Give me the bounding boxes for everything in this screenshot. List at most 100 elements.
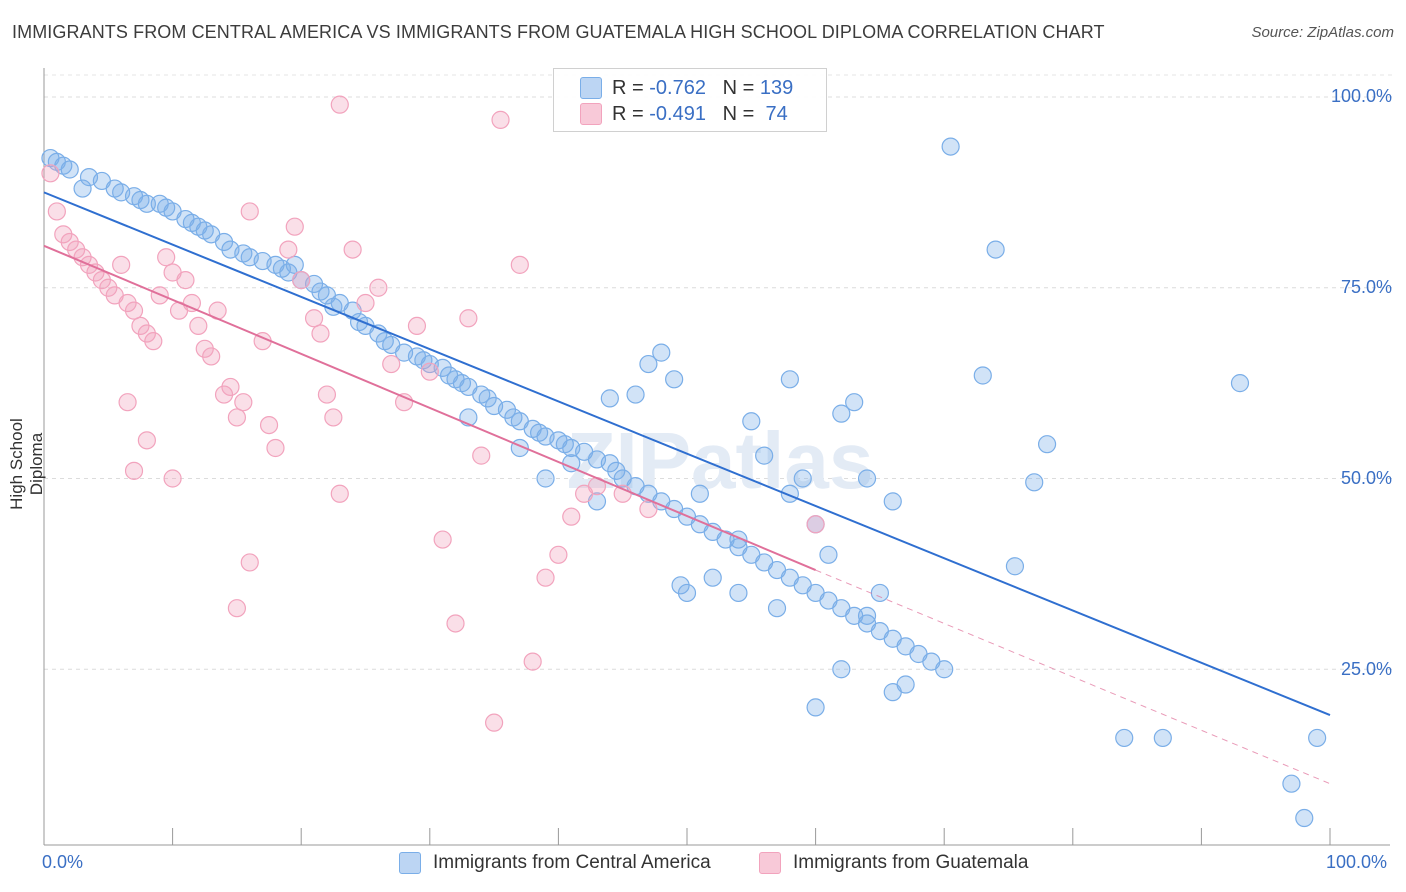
- x-tick-label-min: 0.0%: [42, 852, 84, 872]
- point-guatemala-1: [47, 202, 66, 221]
- point-guatemala-38: [304, 309, 324, 328]
- y-tick-label-25: 25.0%: [1340, 659, 1392, 679]
- point-guatemala-66: [240, 553, 259, 572]
- point-guatemala-36: [285, 217, 304, 236]
- point-central-america-125: [832, 660, 851, 679]
- point-guatemala-45: [369, 278, 388, 297]
- point-guatemala-13: [124, 301, 144, 320]
- point-central-america-132: [870, 583, 890, 603]
- point-central-america-104: [1037, 435, 1057, 454]
- point-guatemala-39: [311, 324, 330, 343]
- legend-text: R = -0.491 N = 74: [612, 102, 788, 125]
- point-guatemala-30: [234, 393, 253, 412]
- point-central-america-93: [639, 354, 658, 374]
- point-guatemala-59: [549, 545, 568, 564]
- point-guatemala-29: [227, 408, 246, 427]
- bottom-legend-swatch-pink: [759, 852, 781, 874]
- bottom-legend-label: Immigrants from Central America: [433, 852, 711, 873]
- point-guatemala-69: [137, 431, 156, 450]
- point-guatemala-15: [137, 324, 156, 343]
- point-guatemala-8: [92, 271, 111, 290]
- point-guatemala-46: [382, 354, 401, 374]
- point-guatemala-35: [279, 240, 298, 259]
- bottom-legend-swatch-blue: [399, 852, 421, 874]
- point-central-america-110: [1282, 774, 1301, 793]
- point-central-america-65: [607, 461, 626, 480]
- point-central-america-100: [845, 393, 864, 412]
- legend-swatch-pink: [580, 103, 602, 125]
- legend-text: R = -0.762 N = 139: [612, 76, 794, 99]
- point-central-america-101: [941, 137, 960, 156]
- point-guatemala-16: [144, 332, 163, 351]
- point-central-america-3: [60, 160, 79, 179]
- point-central-america-111: [1153, 728, 1172, 748]
- point-guatemala-5: [73, 248, 92, 267]
- y-tick-label-50: 50.0%: [1340, 468, 1392, 488]
- point-central-america-112: [1115, 728, 1134, 748]
- point-central-america-105: [1025, 473, 1044, 492]
- point-central-america-99: [832, 404, 851, 423]
- point-guatemala-65: [806, 515, 825, 534]
- point-guatemala-4: [67, 240, 86, 259]
- point-guatemala-12: [118, 293, 137, 313]
- trendline-extension-guatemala: [815, 569, 1331, 785]
- point-guatemala-41: [324, 408, 343, 427]
- point-guatemala-51: [446, 614, 465, 633]
- point-central-america-130: [690, 484, 709, 503]
- point-central-america-117: [857, 469, 877, 488]
- point-central-america-124: [806, 698, 825, 717]
- point-guatemala-42: [330, 484, 349, 503]
- point-guatemala-53: [472, 446, 491, 465]
- x-tick-label-max: 100.0%: [1326, 852, 1388, 872]
- point-guatemala-72: [330, 95, 349, 114]
- point-guatemala-49: [420, 362, 439, 381]
- bottom-legend-central-america: Immigrants from Central America: [399, 852, 711, 874]
- point-guatemala-14: [131, 316, 150, 335]
- point-guatemala-11: [112, 255, 131, 274]
- point-guatemala-60: [562, 507, 581, 526]
- point-central-america-98: [780, 370, 799, 389]
- point-guatemala-31: [240, 202, 259, 221]
- point-guatemala-24: [195, 339, 214, 358]
- point-central-america-114: [755, 446, 774, 465]
- point-central-america-11: [137, 194, 156, 213]
- legend-swatch-blue: [580, 77, 602, 99]
- point-guatemala-23: [189, 316, 208, 335]
- point-central-america-122: [677, 583, 697, 603]
- y-axis-label: High School Diploma: [7, 418, 46, 510]
- point-central-america-123: [767, 599, 787, 618]
- point-guatemala-58: [536, 568, 555, 587]
- point-central-america-134: [536, 469, 555, 488]
- point-central-america-107: [1230, 374, 1250, 393]
- point-central-america-108: [1308, 728, 1327, 748]
- point-central-america-64: [600, 454, 619, 473]
- point-guatemala-57: [523, 652, 542, 671]
- point-guatemala-18: [157, 248, 176, 267]
- correlation-legend: R = -0.762 N = 139 R = -0.491 N = 74: [553, 68, 827, 132]
- point-central-america-109: [1295, 808, 1314, 828]
- point-guatemala-28: [221, 377, 240, 397]
- chart-title: IMMIGRANTS FROM CENTRAL AMERICA VS IMMIG…: [12, 22, 1105, 42]
- point-guatemala-0: [41, 164, 60, 183]
- point-guatemala-52: [459, 309, 478, 328]
- point-guatemala-71: [118, 393, 137, 412]
- point-central-america-121: [729, 583, 748, 603]
- trendline-guatemala: [43, 244, 816, 571]
- point-guatemala-55: [491, 110, 510, 129]
- point-guatemala-44: [356, 293, 375, 313]
- point-guatemala-63: [613, 484, 632, 503]
- bottom-legend-label: Immigrants from Guatemala: [793, 852, 1029, 873]
- point-guatemala-67: [227, 599, 246, 618]
- point-central-america-96: [600, 389, 619, 408]
- point-central-america-97: [742, 412, 761, 431]
- point-guatemala-33: [259, 415, 279, 435]
- bottom-legend-guatemala: Immigrants from Guatemala: [759, 852, 1028, 874]
- point-central-america-120: [671, 576, 690, 595]
- point-central-america-95: [626, 385, 645, 404]
- point-central-america-103: [973, 366, 992, 385]
- y-tick-label-100: 100.0%: [1330, 86, 1392, 106]
- point-central-america-91: [935, 660, 954, 679]
- point-guatemala-3: [60, 232, 79, 252]
- trendline-central-america: [43, 191, 1331, 716]
- point-guatemala-48: [407, 316, 427, 335]
